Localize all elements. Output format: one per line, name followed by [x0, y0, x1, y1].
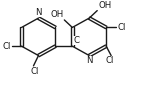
- Text: C: C: [73, 36, 79, 45]
- Text: Cl: Cl: [2, 42, 11, 51]
- Text: OH: OH: [50, 10, 63, 19]
- Text: N: N: [86, 56, 92, 65]
- Text: Cl: Cl: [30, 67, 39, 76]
- Text: Cl: Cl: [106, 56, 114, 65]
- Text: Cl: Cl: [117, 23, 126, 32]
- Text: N: N: [35, 8, 42, 17]
- Text: OH: OH: [98, 1, 111, 10]
